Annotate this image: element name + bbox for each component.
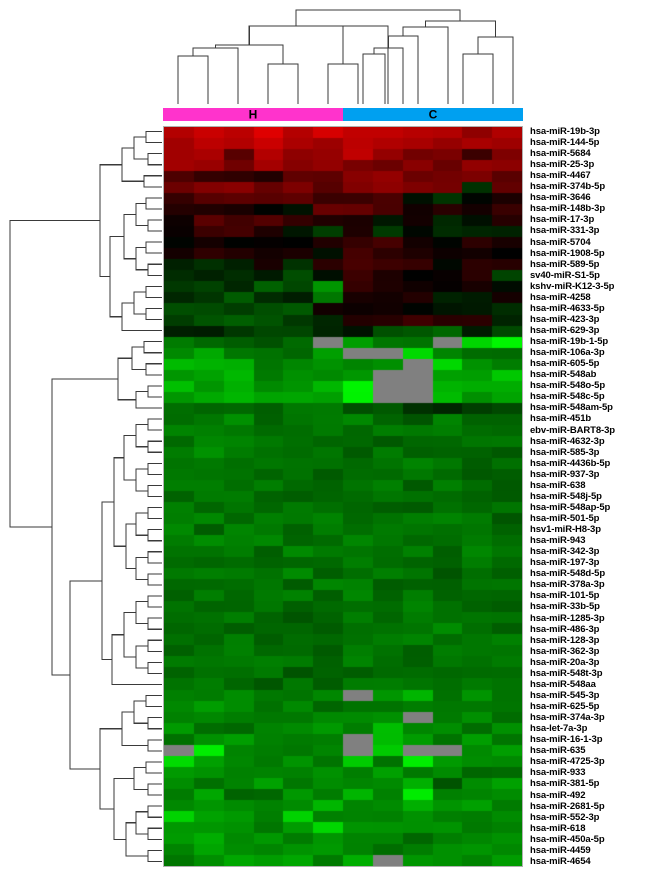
row-label: hsa-miR-19b-3p — [530, 125, 600, 137]
row-label: hsa-miR-4725-3p — [530, 756, 605, 768]
row-label: hsa-miR-552-3p — [530, 811, 600, 823]
row-label: hsa-miR-4633-5p — [530, 302, 605, 314]
group-label-c: C — [428, 107, 438, 121]
row-label: hsa-miR-589-5p — [530, 258, 600, 270]
row-label: hsa-miR-937-3p — [530, 468, 600, 480]
row-label: hsa-miR-1908-5p — [530, 247, 605, 259]
row-label: hsa-miR-331-3p — [530, 225, 600, 237]
row-label: hsa-miR-548o-5p — [530, 380, 606, 392]
row-label: hsa-miR-423-3p — [530, 313, 600, 325]
row-label: hsa-miR-605-5p — [530, 358, 600, 370]
row-label: hsa-miR-548t-3p — [530, 667, 603, 679]
row-label: hsa-miR-635 — [530, 745, 586, 757]
row-label: hsa-miR-545-3p — [530, 689, 600, 701]
row-label: hsa-miR-548ab — [530, 369, 597, 381]
row-label: hsa-miR-5704 — [530, 236, 591, 248]
row-label: hsa-miR-148b-3p — [530, 203, 606, 215]
column-dendrogram — [163, 4, 523, 104]
row-label: hsa-miR-106a-3p — [530, 347, 605, 359]
row-label: hsa-miR-548d-5p — [530, 568, 606, 580]
row-label: hsa-miR-16-1-3p — [530, 734, 603, 746]
row-label: hsa-miR-451b — [530, 413, 592, 425]
row-label: hsa-miR-374a-3p — [530, 712, 605, 724]
row-label: hsa-miR-4632-3p — [530, 435, 605, 447]
row-label: hsv1-miR-H8-3p — [530, 524, 601, 536]
row-label: hsa-miR-362-3p — [530, 645, 600, 657]
heatmap-grid[interactable] — [163, 126, 523, 867]
row-label: hsa-miR-4654 — [530, 855, 591, 867]
row-label: hsa-miR-4258 — [530, 291, 591, 303]
column-dendrogram-svg — [177, 9, 514, 104]
row-label: hsa-miR-342-3p — [530, 546, 600, 558]
row-label: sv40-miR-S1-5p — [530, 269, 600, 281]
row-label: hsa-miR-19b-1-5p — [530, 336, 609, 348]
row-label: hsa-miR-128-3p — [530, 634, 600, 646]
row-label: hsa-miR-197-3p — [530, 557, 600, 569]
row-label: hsa-miR-101-5p — [530, 590, 600, 602]
row-label: hsa-miR-5684 — [530, 148, 591, 160]
row-label: hsa-miR-2681-5p — [530, 800, 605, 812]
row-label: hsa-miR-378a-3p — [530, 579, 605, 591]
row-label: hsa-miR-548am-5p — [530, 402, 613, 414]
row-label: hsa-miR-585-3p — [530, 446, 600, 458]
row-label: hsa-miR-548c-5p — [530, 391, 605, 403]
row-label: hsa-miR-638 — [530, 479, 586, 491]
row-label: hsa-miR-144-5p — [530, 136, 600, 148]
row-label: hsa-miR-1285-3p — [530, 612, 605, 624]
row-label: hsa-miR-548j-5p — [530, 490, 602, 502]
row-label: hsa-miR-501-5p — [530, 513, 600, 525]
group-segment-h: H — [163, 108, 343, 121]
row-label: hsa-miR-4459 — [530, 844, 591, 856]
row-label: hsa-miR-17-3p — [530, 214, 595, 226]
row-label: hsa-miR-20a-3p — [530, 656, 600, 668]
row-label: hsa-miR-629-3p — [530, 325, 600, 336]
row-label: ebv-miR-BART8-3p — [530, 424, 615, 436]
row-dendrogram-svg — [9, 130, 162, 863]
row-label: hsa-let-7a-3p — [530, 723, 588, 735]
row-label: hsa-miR-3646 — [530, 192, 591, 204]
row-label: hsa-miR-33b-5p — [530, 601, 600, 613]
row-label: hsa-miR-4436b-5p — [530, 457, 611, 469]
row-label: hsa-miR-25-3p — [530, 159, 595, 171]
row-label-list: hsa-miR-19b-3p hsa-miR-144-5p hsa-miR-5684… — [530, 126, 650, 867]
group-segment-c: C — [343, 108, 523, 121]
row-label: hsa-miR-381-5p — [530, 778, 600, 790]
row-label: hsa-miR-933 — [530, 767, 586, 779]
row-label: hsa-miR-450a-5p — [530, 833, 605, 845]
row-label: hsa-miR-548aa — [530, 678, 596, 690]
row-label: hsa-miR-943 — [530, 535, 586, 547]
row-label: hsa-miR-486-3p — [530, 623, 600, 635]
row-label: hsa-miR-618 — [530, 822, 586, 834]
row-label: hsa-miR-548ap-5p — [530, 501, 611, 513]
heatmap-canvas[interactable] — [164, 127, 522, 866]
row-label: hsa-miR-625-5p — [530, 701, 600, 713]
group-label-h: H — [248, 107, 258, 121]
row-dendrogram — [4, 126, 162, 867]
row-label: hsa-miR-4467 — [530, 170, 591, 182]
row-label: hsa-miR-492 — [530, 789, 586, 801]
row-label: hsa-miR-374b-5p — [530, 181, 606, 193]
row-label: kshv-miR-K12-3-5p — [530, 280, 615, 292]
